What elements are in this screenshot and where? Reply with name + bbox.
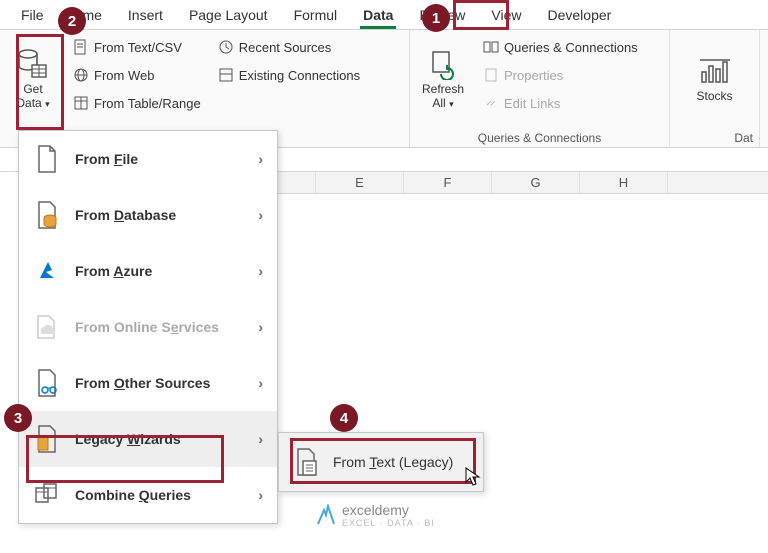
properties-icon <box>482 66 500 84</box>
callout-badge-4: 4 <box>330 404 358 432</box>
col-header[interactable]: F <box>404 172 492 193</box>
callout-badge-1: 1 <box>422 4 450 32</box>
web-icon <box>72 66 90 84</box>
chevron-right-icon: › <box>258 487 263 503</box>
file-icon <box>33 143 61 175</box>
from-table-range-button[interactable]: From Table/Range <box>68 92 205 114</box>
other-sources-icon <box>33 367 61 399</box>
refresh-icon <box>425 46 461 82</box>
group-label-data-types: Dat <box>676 129 753 145</box>
menu-from-other-sources[interactable]: From Other Sources › <box>19 355 277 411</box>
existing-connections-button[interactable]: Existing Connections <box>213 64 364 86</box>
callout-badge-3: 3 <box>4 404 32 432</box>
menu-from-database[interactable]: From Database › <box>19 187 277 243</box>
recent-sources-button[interactable]: Recent Sources <box>213 36 364 58</box>
highlight-get-data <box>16 34 64 130</box>
tab-page-layout[interactable]: Page Layout <box>176 2 281 28</box>
stocks-icon <box>697 53 733 89</box>
text-csv-icon <box>72 38 90 56</box>
col-header[interactable]: H <box>580 172 668 193</box>
highlight-from-text-legacy <box>290 438 476 484</box>
col-header[interactable]: E <box>316 172 404 193</box>
refresh-all-button[interactable]: Refresh All ▾ <box>416 34 470 122</box>
tab-insert[interactable]: Insert <box>115 2 176 28</box>
edit-links-button: Edit Links <box>478 92 642 114</box>
watermark-icon <box>316 504 336 526</box>
recent-icon <box>217 38 235 56</box>
combine-queries-icon <box>33 479 61 511</box>
properties-button: Properties <box>478 64 642 86</box>
chevron-right-icon: › <box>258 263 263 279</box>
queries-connections-button[interactable]: Queries & Connections <box>478 36 642 58</box>
column-headers: D E F G H <box>228 172 768 194</box>
highlight-data-tab <box>453 0 509 30</box>
stocks-button[interactable]: Stocks <box>688 34 742 122</box>
azure-icon <box>33 255 61 287</box>
menu-from-azure[interactable]: From Azure › <box>19 243 277 299</box>
menu-from-file[interactable]: From File › <box>19 131 277 187</box>
menu-from-online-services: From Online Services › <box>19 299 277 355</box>
tab-developer[interactable]: Developer <box>534 2 624 28</box>
chevron-right-icon: › <box>258 431 263 447</box>
formula-input[interactable] <box>254 149 768 171</box>
queries-icon <box>482 38 500 56</box>
edit-links-icon <box>482 94 500 112</box>
table-icon <box>72 94 90 112</box>
chevron-right-icon: › <box>258 375 263 391</box>
connections-icon <box>217 66 235 84</box>
database-file-icon <box>33 199 61 231</box>
cloud-icon <box>33 311 61 343</box>
watermark: exceldemy EXCEL · DATA · BI <box>316 502 435 528</box>
tab-data[interactable]: Data <box>350 2 406 28</box>
highlight-legacy-wizards <box>26 435 224 483</box>
from-web-button[interactable]: From Web <box>68 64 205 86</box>
group-label-queries: Queries & Connections <box>416 129 663 145</box>
cursor-icon <box>464 466 482 493</box>
chevron-right-icon: › <box>258 319 263 335</box>
from-text-csv-button[interactable]: From Text/CSV <box>68 36 205 58</box>
chevron-right-icon: › <box>258 207 263 223</box>
tab-formulas[interactable]: Formul <box>281 2 351 28</box>
ribbon-tabs: File Home Insert Page Layout Formul Data… <box>0 0 768 30</box>
col-header[interactable]: G <box>492 172 580 193</box>
callout-badge-2: 2 <box>58 7 86 35</box>
tab-file[interactable]: File <box>8 2 52 28</box>
chevron-right-icon: › <box>258 151 263 167</box>
